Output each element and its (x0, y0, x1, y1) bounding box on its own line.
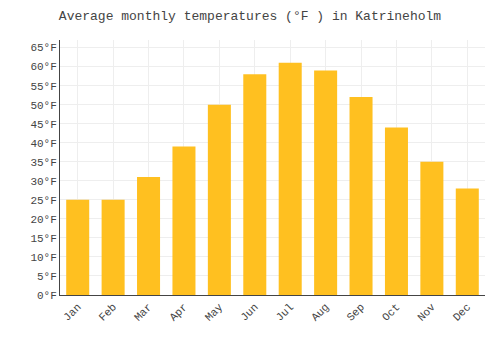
svg-text:45°F: 45°F (30, 119, 56, 131)
svg-text:40°F: 40°F (30, 138, 56, 150)
svg-text:Jun: Jun (238, 301, 260, 323)
svg-text:Sep: Sep (345, 301, 367, 323)
svg-text:Apr: Apr (167, 301, 189, 323)
svg-text:65°F: 65°F (30, 42, 56, 54)
svg-text:Aug: Aug (309, 301, 331, 323)
svg-text:Jul: Jul (274, 301, 296, 323)
svg-text:10°F: 10°F (30, 252, 56, 264)
svg-text:15°F: 15°F (30, 233, 56, 245)
svg-text:Mar: Mar (132, 301, 154, 323)
svg-text:0°F: 0°F (37, 290, 57, 302)
svg-text:Feb: Feb (97, 301, 119, 323)
svg-text:Oct: Oct (380, 301, 402, 323)
svg-text:35°F: 35°F (30, 157, 56, 169)
svg-text:20°F: 20°F (30, 214, 56, 226)
svg-text:30°F: 30°F (30, 176, 56, 188)
svg-text:Nov: Nov (415, 301, 438, 324)
svg-text:5°F: 5°F (37, 271, 57, 283)
svg-text:55°F: 55°F (30, 81, 56, 93)
svg-text:60°F: 60°F (30, 61, 56, 73)
svg-text:50°F: 50°F (30, 100, 56, 112)
svg-text:Dec: Dec (451, 301, 473, 323)
svg-text:Jan: Jan (61, 301, 83, 323)
svg-text:25°F: 25°F (30, 195, 56, 207)
svg-text:Average monthly temperatures (: Average monthly temperatures (°F ) in Ka… (59, 9, 441, 24)
svg-text:May: May (203, 301, 226, 324)
